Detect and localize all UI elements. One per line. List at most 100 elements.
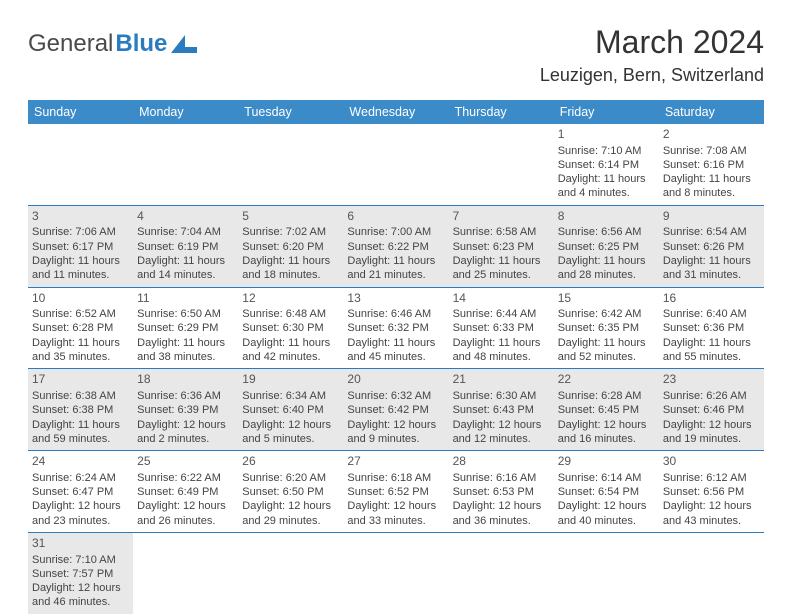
cell-line: and 21 minutes. (347, 268, 444, 282)
calendar-cell: 10Sunrise: 6:52 AMSunset: 6:28 PMDayligh… (28, 287, 133, 369)
cell-line: Daylight: 12 hours (663, 418, 760, 432)
title-block: March 2024 Leuzigen, Bern, Switzerland (540, 24, 764, 86)
cell-line: and 45 minutes. (347, 350, 444, 364)
day-number: 29 (558, 454, 655, 470)
cell-line: Sunset: 6:17 PM (32, 240, 129, 254)
day-number: 27 (347, 454, 444, 470)
cell-line: Daylight: 11 hours (137, 254, 234, 268)
cell-line: and 33 minutes. (347, 514, 444, 528)
cell-line: and 55 minutes. (663, 350, 760, 364)
cell-line: Daylight: 11 hours (663, 172, 760, 186)
day-number: 22 (558, 372, 655, 388)
cell-line: Daylight: 12 hours (137, 418, 234, 432)
day-header: Wednesday (343, 100, 448, 124)
cell-line: Daylight: 11 hours (32, 336, 129, 350)
cell-line: Sunset: 6:43 PM (453, 403, 550, 417)
cell-line: and 38 minutes. (137, 350, 234, 364)
cell-line: Sunset: 6:54 PM (558, 485, 655, 499)
calendar-table: SundayMondayTuesdayWednesdayThursdayFrid… (28, 100, 764, 614)
cell-line: Sunrise: 6:20 AM (242, 471, 339, 485)
calendar-cell: 8Sunrise: 6:56 AMSunset: 6:25 PMDaylight… (554, 205, 659, 287)
day-number: 23 (663, 372, 760, 388)
cell-line: and 42 minutes. (242, 350, 339, 364)
cell-line: Daylight: 11 hours (558, 336, 655, 350)
brand-part1: General (28, 30, 113, 58)
calendar-row: 10Sunrise: 6:52 AMSunset: 6:28 PMDayligh… (28, 287, 764, 369)
cell-line: Sunset: 6:33 PM (453, 321, 550, 335)
cell-line: and 35 minutes. (32, 350, 129, 364)
cell-line: Daylight: 11 hours (242, 254, 339, 268)
cell-line: and 43 minutes. (663, 514, 760, 528)
cell-line: Sunrise: 6:36 AM (137, 389, 234, 403)
cell-line: Sunset: 6:46 PM (663, 403, 760, 417)
calendar-row: 3Sunrise: 7:06 AMSunset: 6:17 PMDaylight… (28, 205, 764, 287)
cell-line: Daylight: 11 hours (347, 336, 444, 350)
cell-line: Sunrise: 6:24 AM (32, 471, 129, 485)
cell-line: Sunrise: 6:52 AM (32, 307, 129, 321)
cell-line: Daylight: 12 hours (453, 499, 550, 513)
cell-line: Sunset: 6:39 PM (137, 403, 234, 417)
calendar-cell: 31Sunrise: 7:10 AMSunset: 7:57 PMDayligh… (28, 532, 133, 613)
day-number: 10 (32, 291, 129, 307)
calendar-cell: 17Sunrise: 6:38 AMSunset: 6:38 PMDayligh… (28, 369, 133, 451)
calendar-cell: 19Sunrise: 6:34 AMSunset: 6:40 PMDayligh… (238, 369, 343, 451)
cell-line: Sunset: 6:29 PM (137, 321, 234, 335)
cell-line: and 29 minutes. (242, 514, 339, 528)
calendar-cell (449, 124, 554, 205)
cell-line: Sunset: 6:19 PM (137, 240, 234, 254)
day-number: 20 (347, 372, 444, 388)
cell-line: Sunrise: 6:22 AM (137, 471, 234, 485)
cell-line: Sunset: 6:28 PM (32, 321, 129, 335)
cell-line: Daylight: 12 hours (347, 499, 444, 513)
calendar-cell: 12Sunrise: 6:48 AMSunset: 6:30 PMDayligh… (238, 287, 343, 369)
cell-line: Daylight: 11 hours (137, 336, 234, 350)
cell-line: and 18 minutes. (242, 268, 339, 282)
cell-line: Sunset: 6:23 PM (453, 240, 550, 254)
calendar-cell: 25Sunrise: 6:22 AMSunset: 6:49 PMDayligh… (133, 451, 238, 533)
cell-line: Sunset: 6:50 PM (242, 485, 339, 499)
cell-line: and 2 minutes. (137, 432, 234, 446)
calendar-cell (28, 124, 133, 205)
calendar-cell: 4Sunrise: 7:04 AMSunset: 6:19 PMDaylight… (133, 205, 238, 287)
cell-line: Sunset: 6:25 PM (558, 240, 655, 254)
day-number: 24 (32, 454, 129, 470)
day-number: 15 (558, 291, 655, 307)
day-number: 12 (242, 291, 339, 307)
cell-line: Daylight: 11 hours (663, 336, 760, 350)
cell-line: Daylight: 12 hours (242, 499, 339, 513)
cell-line: Sunrise: 6:54 AM (663, 225, 760, 239)
calendar-cell: 6Sunrise: 7:00 AMSunset: 6:22 PMDaylight… (343, 205, 448, 287)
cell-line: and 9 minutes. (347, 432, 444, 446)
cell-line: and 31 minutes. (663, 268, 760, 282)
cell-line: Sunrise: 7:02 AM (242, 225, 339, 239)
day-header: Saturday (659, 100, 764, 124)
calendar-cell: 11Sunrise: 6:50 AMSunset: 6:29 PMDayligh… (133, 287, 238, 369)
cell-line: Daylight: 12 hours (32, 581, 129, 595)
cell-line: Sunrise: 6:18 AM (347, 471, 444, 485)
cell-line: Sunrise: 6:48 AM (242, 307, 339, 321)
day-number: 6 (347, 209, 444, 225)
cell-line: and 48 minutes. (453, 350, 550, 364)
cell-line: Sunrise: 7:00 AM (347, 225, 444, 239)
cell-line: and 46 minutes. (32, 595, 129, 609)
day-number: 7 (453, 209, 550, 225)
cell-line: Sunrise: 7:06 AM (32, 225, 129, 239)
cell-line: and 4 minutes. (558, 186, 655, 200)
calendar-cell: 9Sunrise: 6:54 AMSunset: 6:26 PMDaylight… (659, 205, 764, 287)
calendar-cell: 26Sunrise: 6:20 AMSunset: 6:50 PMDayligh… (238, 451, 343, 533)
calendar-cell: 21Sunrise: 6:30 AMSunset: 6:43 PMDayligh… (449, 369, 554, 451)
day-number: 13 (347, 291, 444, 307)
cell-line: and 8 minutes. (663, 186, 760, 200)
calendar-cell (554, 532, 659, 613)
cell-line: Sunset: 6:32 PM (347, 321, 444, 335)
day-number: 28 (453, 454, 550, 470)
day-header: Tuesday (238, 100, 343, 124)
day-number: 11 (137, 291, 234, 307)
calendar-cell: 14Sunrise: 6:44 AMSunset: 6:33 PMDayligh… (449, 287, 554, 369)
cell-line: Sunrise: 6:34 AM (242, 389, 339, 403)
cell-line: Sunrise: 6:16 AM (453, 471, 550, 485)
cell-line: Sunset: 6:38 PM (32, 403, 129, 417)
cell-line: Daylight: 11 hours (558, 254, 655, 268)
cell-line: and 23 minutes. (32, 514, 129, 528)
day-number: 5 (242, 209, 339, 225)
